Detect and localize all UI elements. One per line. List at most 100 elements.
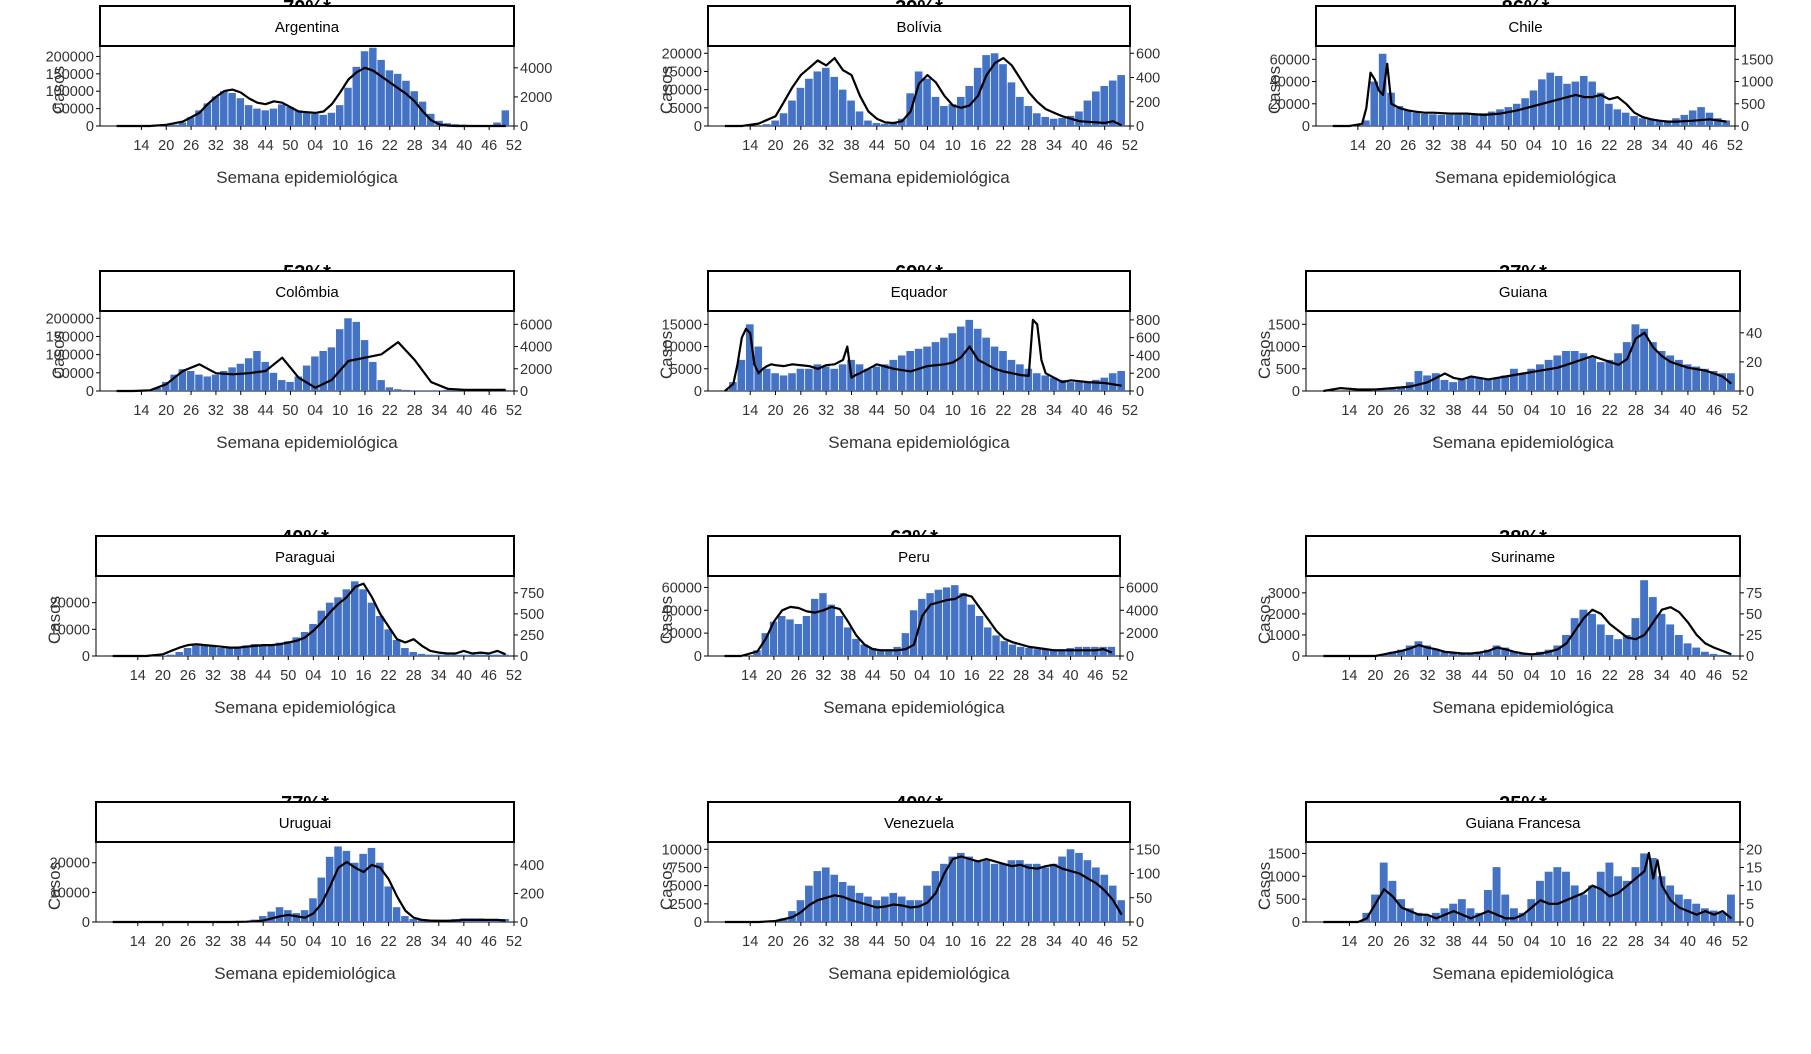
x-tick-label: 14: [130, 668, 146, 684]
case-bar: [1041, 116, 1050, 126]
case-bar: [175, 652, 183, 656]
x-tick-label: 34: [431, 403, 447, 419]
case-bar: [1379, 389, 1388, 391]
case-bar: [1562, 871, 1570, 922]
case-bar: [1570, 351, 1579, 391]
case-bar: [300, 632, 309, 656]
y-tick-label-cases: 0: [694, 915, 702, 931]
case-bar: [796, 87, 805, 126]
y-tick-label-deaths: 600: [1136, 331, 1160, 347]
y-axis-label-left: Casos: [1255, 331, 1274, 379]
case-bar: [1423, 645, 1432, 656]
case-bar: [811, 598, 819, 656]
case-bar: [1492, 377, 1501, 391]
case-bar: [334, 846, 342, 922]
y-tick-label-cases: 500: [1276, 362, 1300, 378]
case-bar: [1726, 894, 1735, 922]
case-bar: [868, 648, 877, 656]
x-tick-label: 40: [1680, 934, 1696, 950]
x-tick-label: 50: [280, 668, 296, 684]
case-bar: [794, 624, 802, 656]
y-tick-label-cases: 50000: [54, 366, 94, 382]
case-bar: [1492, 645, 1501, 656]
case-bar: [1579, 76, 1588, 126]
y-tick-label-deaths: 1500: [1741, 52, 1773, 68]
x-tick-label: 52: [506, 403, 522, 419]
case-bar: [1397, 386, 1406, 391]
case-bar: [1527, 899, 1536, 922]
case-bar: [1718, 373, 1727, 391]
case-bar: [923, 78, 931, 126]
case-bar: [1449, 382, 1458, 391]
y-tick-label-deaths: 400: [520, 858, 544, 874]
x-axis-label: Semana epidemiológica: [216, 168, 398, 187]
case-bar: [1108, 885, 1117, 922]
case-bar: [852, 638, 860, 656]
case-bar: [1431, 373, 1440, 391]
x-tick-label: 28: [1628, 403, 1644, 419]
case-bar: [1462, 114, 1471, 126]
x-tick-label: 52: [1732, 668, 1748, 684]
case-bar: [914, 900, 923, 922]
x-tick-label: 28: [1021, 934, 1037, 950]
case-bar: [350, 581, 359, 656]
case-bar: [1058, 379, 1066, 391]
case-bar: [1666, 885, 1675, 922]
case-bar: [1074, 646, 1083, 656]
case-bar: [1700, 651, 1709, 656]
y-tick-label-cases: 2000: [1268, 607, 1300, 623]
case-bar: [1509, 908, 1518, 922]
case-bar: [1092, 91, 1100, 126]
case-bar: [1082, 646, 1091, 656]
case-bar: [236, 363, 245, 391]
case-bar: [1016, 364, 1024, 391]
x-tick-label: 40: [1071, 403, 1087, 419]
x-tick-label: 32: [1419, 668, 1435, 684]
case-bar: [771, 120, 779, 126]
case-bar: [1083, 860, 1092, 922]
case-bar: [1016, 860, 1024, 922]
y-tick-label-cases: 15000: [662, 64, 702, 80]
x-tick-label: 28: [1021, 403, 1037, 419]
y-tick-label-cases: 7500: [670, 860, 702, 876]
case-bar: [762, 368, 771, 391]
case-bar: [1041, 649, 1050, 656]
case-bar: [1613, 109, 1622, 126]
x-tick-label: 04: [1526, 138, 1542, 154]
case-bar: [754, 346, 763, 391]
x-tick-label: 44: [258, 403, 274, 419]
x-tick-label: 32: [818, 403, 834, 419]
x-tick-label: 50: [894, 138, 910, 154]
x-tick-label: 50: [1501, 138, 1517, 154]
x-tick-label: 52: [1122, 403, 1138, 419]
case-bar: [1527, 368, 1536, 391]
x-tick-label: 32: [208, 138, 224, 154]
case-bar: [1437, 114, 1446, 126]
x-tick-label: 04: [919, 934, 935, 950]
x-tick-label: 38: [230, 668, 246, 684]
case-bar: [1000, 641, 1008, 656]
x-tick-label: 46: [1702, 138, 1718, 154]
case-bar: [931, 342, 940, 391]
y-tick-label-cases: 20000: [662, 46, 702, 62]
case-bar: [1092, 867, 1100, 922]
case-bar: [384, 886, 392, 922]
x-tick-label: 22: [382, 138, 398, 154]
case-bar: [855, 364, 864, 391]
case-bar: [1445, 114, 1454, 126]
x-tick-label: 10: [1550, 403, 1566, 419]
case-bar: [940, 106, 948, 126]
y-tick-label-cases: 20000: [50, 856, 90, 872]
case-bar: [1579, 609, 1588, 656]
x-tick-label: 28: [1628, 668, 1644, 684]
case-bar: [1032, 373, 1041, 391]
case-bar: [1709, 910, 1718, 922]
x-tick-label: 14: [742, 138, 758, 154]
case-bar: [186, 371, 195, 391]
case-bar: [269, 372, 278, 391]
y-tick-label-deaths: 4000: [520, 61, 552, 77]
x-tick-label: 10: [332, 403, 348, 419]
x-tick-label: 44: [1476, 138, 1492, 154]
y-axis-label-left: Casos: [657, 331, 676, 379]
case-bar: [292, 637, 301, 656]
